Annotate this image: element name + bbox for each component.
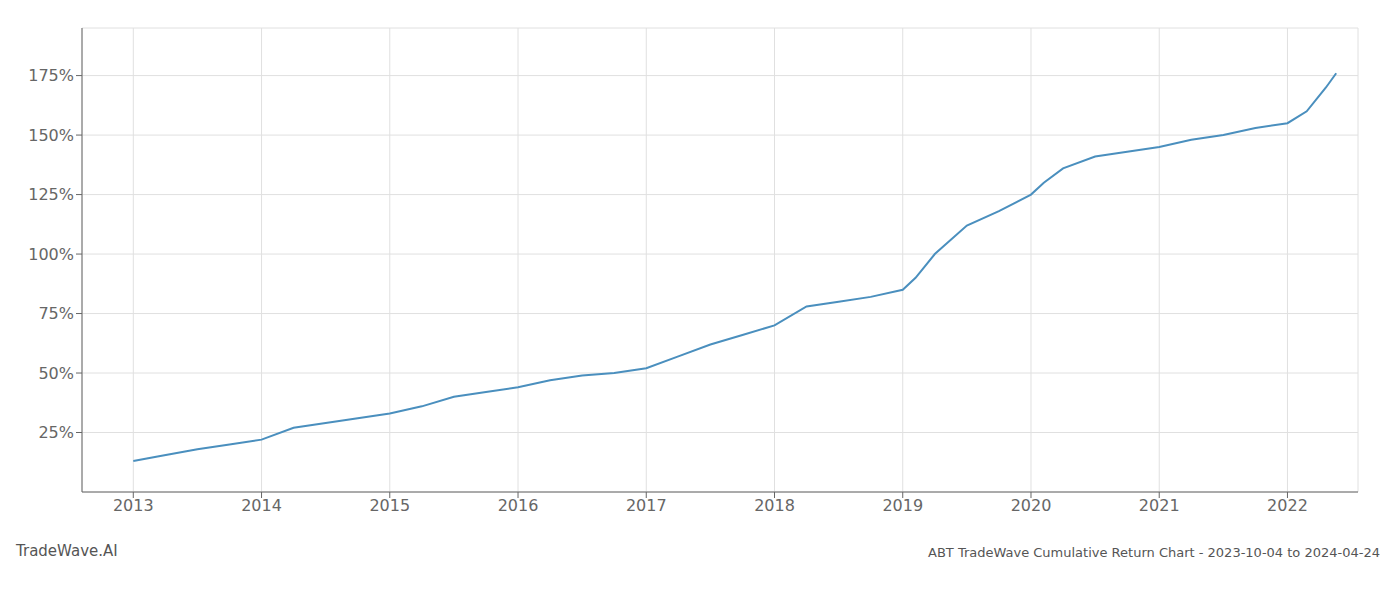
svg-text:2016: 2016 <box>498 496 539 515</box>
svg-text:100%: 100% <box>28 245 74 264</box>
svg-text:125%: 125% <box>28 185 74 204</box>
svg-text:25%: 25% <box>38 423 74 442</box>
svg-text:2014: 2014 <box>241 496 282 515</box>
svg-text:2018: 2018 <box>754 496 795 515</box>
svg-text:2020: 2020 <box>1011 496 1052 515</box>
svg-text:75%: 75% <box>38 304 74 323</box>
svg-text:150%: 150% <box>28 126 74 145</box>
svg-text:175%: 175% <box>28 66 74 85</box>
html-text:TradeWave.AI: TradeWave.AI <box>16 542 118 560</box>
svg-text:2015: 2015 <box>369 496 410 515</box>
svg-text:2022: 2022 <box>1267 496 1308 515</box>
svg-text:50%: 50% <box>38 364 74 383</box>
svg-text:2021: 2021 <box>1139 496 1180 515</box>
svg-text:2013: 2013 <box>113 496 154 515</box>
html-text:ABT TradeWave Cumulative Retur: ABT TradeWave Cumulative Return Chart - … <box>928 545 1380 560</box>
svg-text:2017: 2017 <box>626 496 667 515</box>
svg-text:2019: 2019 <box>882 496 923 515</box>
